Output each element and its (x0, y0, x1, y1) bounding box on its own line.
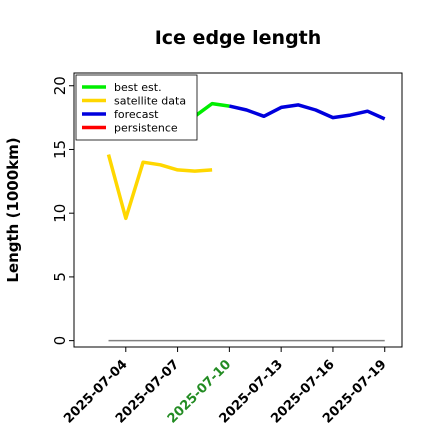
y-tick-label: 0 (51, 336, 69, 346)
y-tick-label: 10 (51, 204, 69, 223)
legend-label: forecast (114, 108, 159, 121)
legend-label: satellite data (114, 95, 186, 108)
legend-label: persistence (114, 122, 178, 135)
chart-title: Ice edge length (155, 27, 322, 49)
series-line-forecast (229, 103, 386, 121)
series-line-best-est (193, 101, 230, 118)
legend-label: best est. (114, 81, 162, 94)
y-tick-label: 5 (51, 272, 69, 282)
series-line-satellite-data (106, 154, 213, 221)
plot-area: 051015202025-07-042025-07-072025-07-1020… (51, 72, 403, 427)
y-tick-label: 20 (51, 76, 69, 95)
y-tick-label: 15 (51, 140, 69, 159)
y-axis-label: Length (1000km) (4, 137, 22, 282)
plot-frame (73, 72, 403, 348)
